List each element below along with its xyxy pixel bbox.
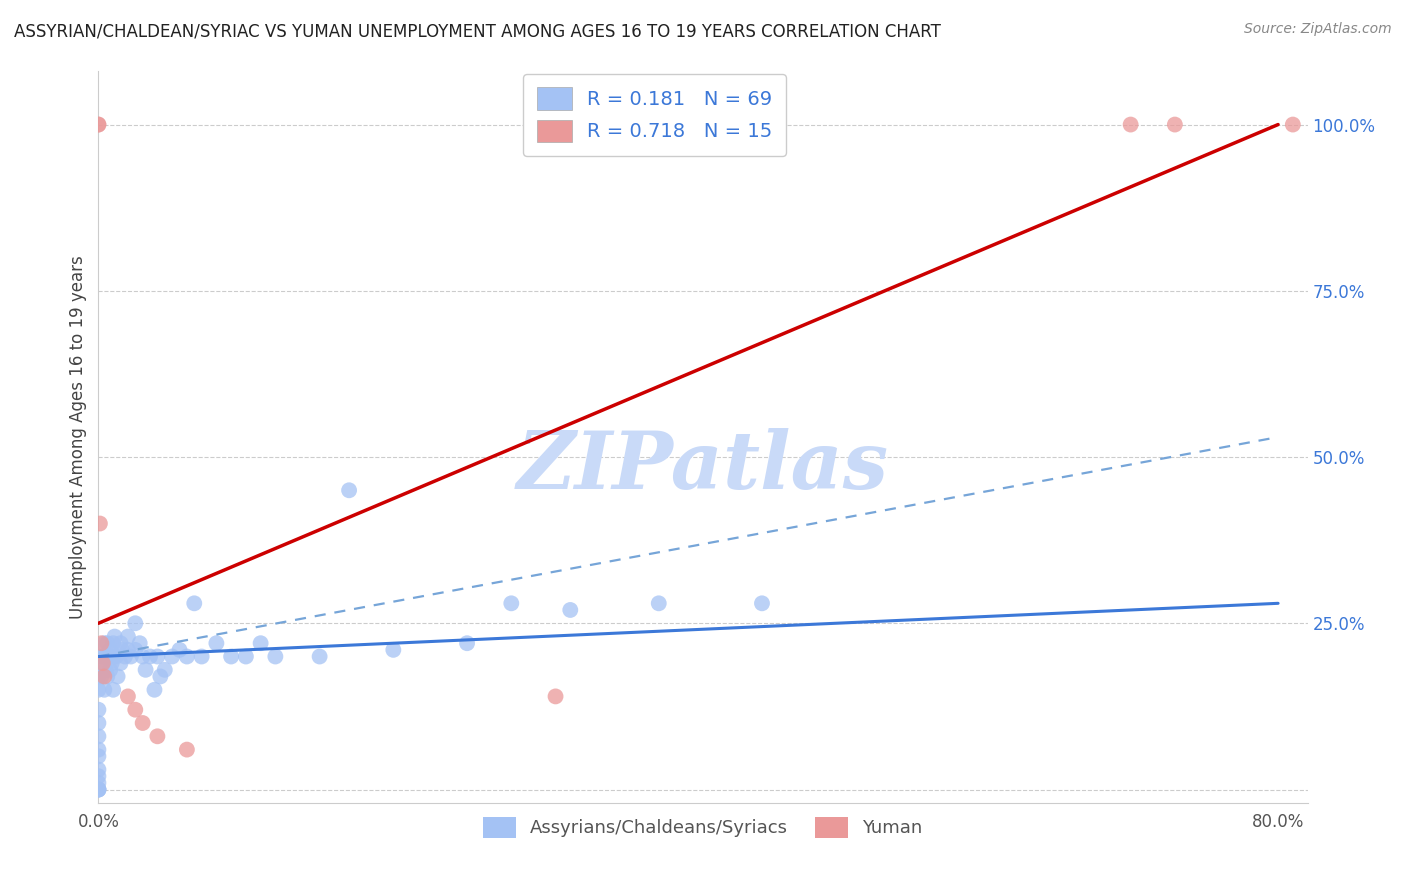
Point — [87, 118, 110, 132]
Point — [87, 776, 110, 790]
Point — [96, 669, 118, 683]
Point — [87, 769, 110, 783]
Point — [96, 636, 118, 650]
Legend: Assyrians/Chaldeans/Syriacs, Yuman: Assyrians/Chaldeans/Syriacs, Yuman — [477, 810, 929, 845]
Point — [87, 669, 110, 683]
Point — [1282, 118, 1305, 132]
Point — [560, 603, 582, 617]
Point — [98, 643, 121, 657]
Point — [87, 703, 110, 717]
Point — [87, 749, 110, 764]
Point — [149, 669, 172, 683]
Point — [501, 596, 523, 610]
Point — [107, 669, 129, 683]
Point — [87, 782, 110, 797]
Point — [117, 630, 139, 644]
Point — [205, 636, 228, 650]
Point — [337, 483, 360, 498]
Point — [91, 649, 114, 664]
Point — [143, 682, 166, 697]
Point — [190, 649, 212, 664]
Point — [131, 716, 153, 731]
Point — [117, 690, 139, 704]
Point — [146, 729, 169, 743]
Point — [308, 649, 330, 664]
Point — [104, 630, 127, 644]
Point — [101, 682, 124, 697]
Point — [111, 643, 134, 657]
Point — [160, 649, 183, 664]
Point — [87, 716, 110, 731]
Point — [94, 663, 117, 677]
Point — [90, 669, 112, 683]
Point — [544, 690, 567, 704]
Point — [87, 729, 110, 743]
Point — [382, 643, 405, 657]
Text: Source: ZipAtlas.com: Source: ZipAtlas.com — [1244, 22, 1392, 37]
Text: ASSYRIAN/CHALDEAN/SYRIAC VS YUMAN UNEMPLOYMENT AMONG AGES 16 TO 19 YEARS CORRELA: ASSYRIAN/CHALDEAN/SYRIAC VS YUMAN UNEMPL… — [14, 22, 941, 40]
Point — [264, 649, 287, 664]
Point — [456, 636, 478, 650]
Text: ZIPatlas: ZIPatlas — [517, 427, 889, 505]
Point — [146, 649, 169, 664]
Point — [105, 649, 128, 664]
Point — [1164, 118, 1187, 132]
Point — [87, 782, 110, 797]
Point — [751, 596, 773, 610]
Point — [89, 516, 111, 531]
Point — [87, 649, 110, 664]
Point — [87, 118, 110, 132]
Point — [249, 636, 271, 650]
Point — [93, 669, 115, 683]
Point — [100, 656, 122, 670]
Point — [169, 643, 191, 657]
Point — [176, 649, 198, 664]
Y-axis label: Unemployment Among Ages 16 to 19 years: Unemployment Among Ages 16 to 19 years — [69, 255, 87, 619]
Point — [98, 663, 121, 677]
Point — [87, 782, 110, 797]
Point — [91, 656, 114, 670]
Point — [117, 643, 139, 657]
Point — [219, 649, 242, 664]
Point — [87, 763, 110, 777]
Point — [97, 649, 120, 664]
Point — [124, 703, 146, 717]
Point — [183, 596, 205, 610]
Point — [176, 742, 198, 756]
Point — [124, 616, 146, 631]
Point — [128, 636, 150, 650]
Point — [87, 682, 110, 697]
Point — [131, 649, 153, 664]
Point — [90, 636, 112, 650]
Point — [139, 649, 162, 664]
Point — [153, 663, 176, 677]
Point — [1119, 118, 1142, 132]
Point — [135, 663, 157, 677]
Point — [93, 682, 115, 697]
Point — [87, 742, 110, 756]
Point — [101, 649, 124, 664]
Point — [648, 596, 671, 610]
Point — [120, 649, 142, 664]
Point — [93, 636, 115, 650]
Point — [94, 649, 117, 664]
Point — [235, 649, 257, 664]
Point — [101, 636, 124, 650]
Point — [91, 663, 114, 677]
Point — [124, 643, 146, 657]
Point — [87, 782, 110, 797]
Point — [110, 656, 132, 670]
Point — [114, 649, 136, 664]
Point — [110, 636, 132, 650]
